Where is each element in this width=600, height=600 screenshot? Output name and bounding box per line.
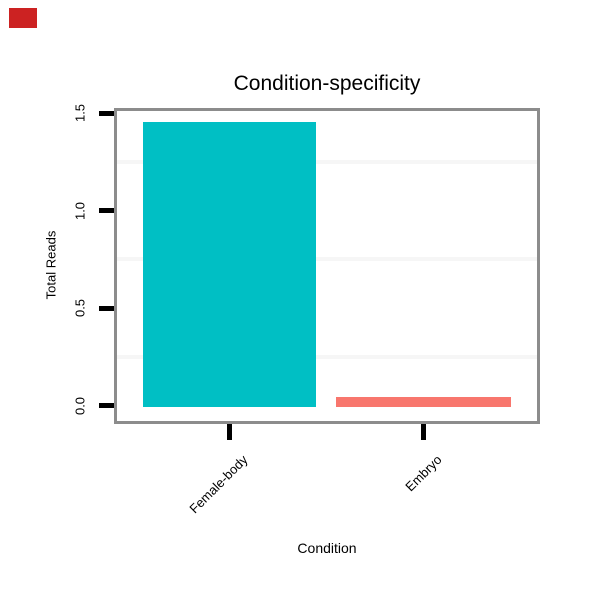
x-axis-tick	[227, 424, 232, 440]
y-tick-label: 0.0	[72, 396, 88, 416]
y-axis-title: Total Reads	[43, 230, 59, 300]
chart-title: Condition-specificity	[233, 72, 421, 95]
y-tick-label: 0.5	[72, 298, 88, 318]
bar-female-body	[143, 122, 316, 407]
x-tick-label: Embryo	[402, 452, 445, 495]
y-axis-tick	[99, 208, 114, 213]
y-axis-tick	[99, 403, 114, 408]
x-tick-label: Female-body	[186, 452, 251, 517]
x-axis-title: Condition	[297, 540, 357, 556]
y-axis-tick	[99, 111, 114, 116]
minor-gridline	[117, 354, 537, 359]
minor-gridline	[117, 159, 537, 164]
y-tick-label: 1.0	[72, 201, 88, 221]
bar-embryo	[336, 397, 511, 407]
x-axis-tick	[421, 424, 426, 440]
minor-gridline	[117, 257, 537, 262]
plot-panel	[114, 108, 540, 424]
red-marker	[9, 8, 37, 28]
y-axis-tick	[99, 306, 114, 311]
y-tick-label: 1.5	[72, 103, 88, 123]
